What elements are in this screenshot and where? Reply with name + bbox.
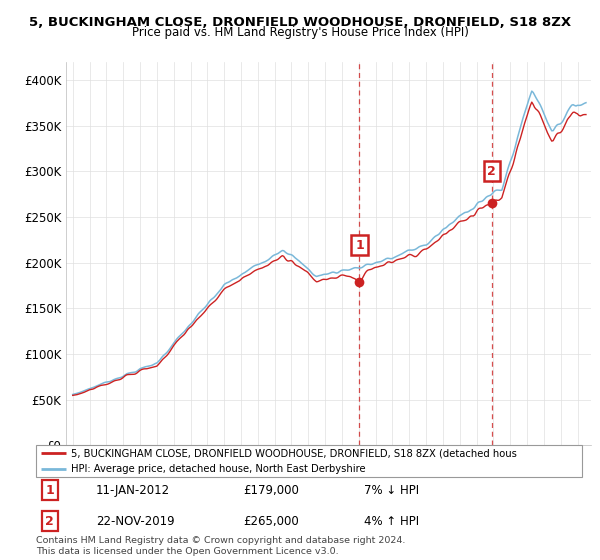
Text: 1: 1 [355,239,364,251]
Text: £179,000: £179,000 [244,484,299,497]
Text: Price paid vs. HM Land Registry's House Price Index (HPI): Price paid vs. HM Land Registry's House … [131,26,469,39]
Text: 2: 2 [487,165,496,178]
FancyBboxPatch shape [36,445,582,477]
Text: 1: 1 [45,484,54,497]
Text: 4% ↑ HPI: 4% ↑ HPI [364,515,419,528]
Text: 11-JAN-2012: 11-JAN-2012 [96,484,170,497]
Text: 5, BUCKINGHAM CLOSE, DRONFIELD WOODHOUSE, DRONFIELD, S18 8ZX (detached hous: 5, BUCKINGHAM CLOSE, DRONFIELD WOODHOUSE… [71,449,517,459]
Text: Contains HM Land Registry data © Crown copyright and database right 2024.
This d: Contains HM Land Registry data © Crown c… [36,536,406,556]
Text: 2: 2 [45,515,54,528]
Text: HPI: Average price, detached house, North East Derbyshire: HPI: Average price, detached house, Nort… [71,464,366,474]
Text: 22-NOV-2019: 22-NOV-2019 [96,515,175,528]
Text: 5, BUCKINGHAM CLOSE, DRONFIELD WOODHOUSE, DRONFIELD, S18 8ZX: 5, BUCKINGHAM CLOSE, DRONFIELD WOODHOUSE… [29,16,571,29]
Text: 7% ↓ HPI: 7% ↓ HPI [364,484,419,497]
Text: £265,000: £265,000 [244,515,299,528]
